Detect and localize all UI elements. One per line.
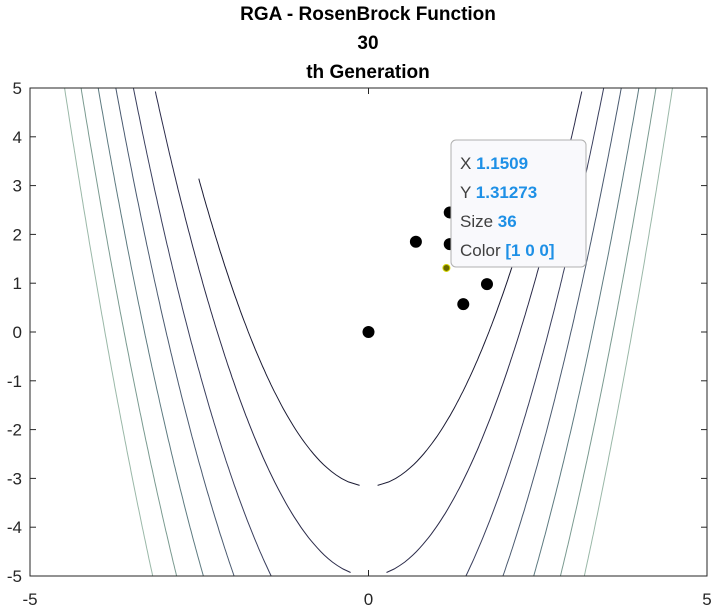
contour-line-left-0 [198,178,360,486]
axis-ticks: 5 4 3 2 1 0 -1 -2 -3 -4 -5-5 0 5 [7,79,712,609]
population-point[interactable] [362,326,375,338]
contour-line-left-1 [154,91,351,573]
datatip-value: 1.31273 [476,183,537,202]
y-tick-label: 3 [13,177,22,196]
datatip-label: Color [460,241,505,260]
population-point[interactable] [457,298,470,311]
y-tick-label: -2 [7,421,22,440]
population-point[interactable] [409,235,422,248]
x-tick-label: 0 [364,590,373,609]
datatip-row-color: Color [1 0 0] [460,241,555,260]
x-tick-label: -5 [22,590,37,609]
y-tick-label: -5 [7,567,22,586]
selected-point[interactable] [442,263,451,272]
x-tick-label: 5 [702,590,711,609]
y-tick-label: 4 [13,128,22,147]
datatip-box [450,139,587,268]
datatip-value: 36 [498,212,517,231]
datatip-row-size: Size 36 [460,212,517,231]
contour-line-right-3 [502,87,622,577]
datatip-label: Y [460,183,476,202]
contour-line-left-3 [115,87,235,577]
contour-line-right-2 [465,87,605,577]
chart-title: RGA - RosenBrock Function 30 th Generati… [240,4,496,83]
y-tick-label: 0 [13,323,22,342]
datatip-value: [1 0 0] [505,241,554,260]
contour-line-right-6 [583,87,673,577]
y-tick-label: -1 [7,372,22,391]
y-tick-label: 5 [13,79,22,98]
datatip-label: X [460,154,476,173]
contour-line-right-5 [559,87,657,577]
contour-line-left-4 [97,87,204,577]
datatip-row-x: X 1.1509 [460,154,528,173]
contour-line-left-5 [80,87,178,577]
datatip-value: 1.1509 [476,154,528,173]
chart-title-line-2: 30 [357,33,378,54]
y-tick-label: 2 [13,225,22,244]
contour-line-right-4 [533,87,640,577]
y-tick-label: 1 [13,274,22,293]
contour-lines [64,87,673,577]
population-point[interactable] [480,278,493,291]
contour-line-left-2 [132,87,272,577]
y-tick-label: -3 [7,469,22,488]
y-tick-label: -4 [7,518,22,537]
contour-line-left-6 [64,87,154,577]
chart-title-line-1: RGA - RosenBrock Function [240,4,496,25]
chart-title-line-3: th Generation [306,62,430,83]
datatip-label: Size [460,212,498,231]
datatip-row-y: Y 1.31273 [460,183,537,202]
